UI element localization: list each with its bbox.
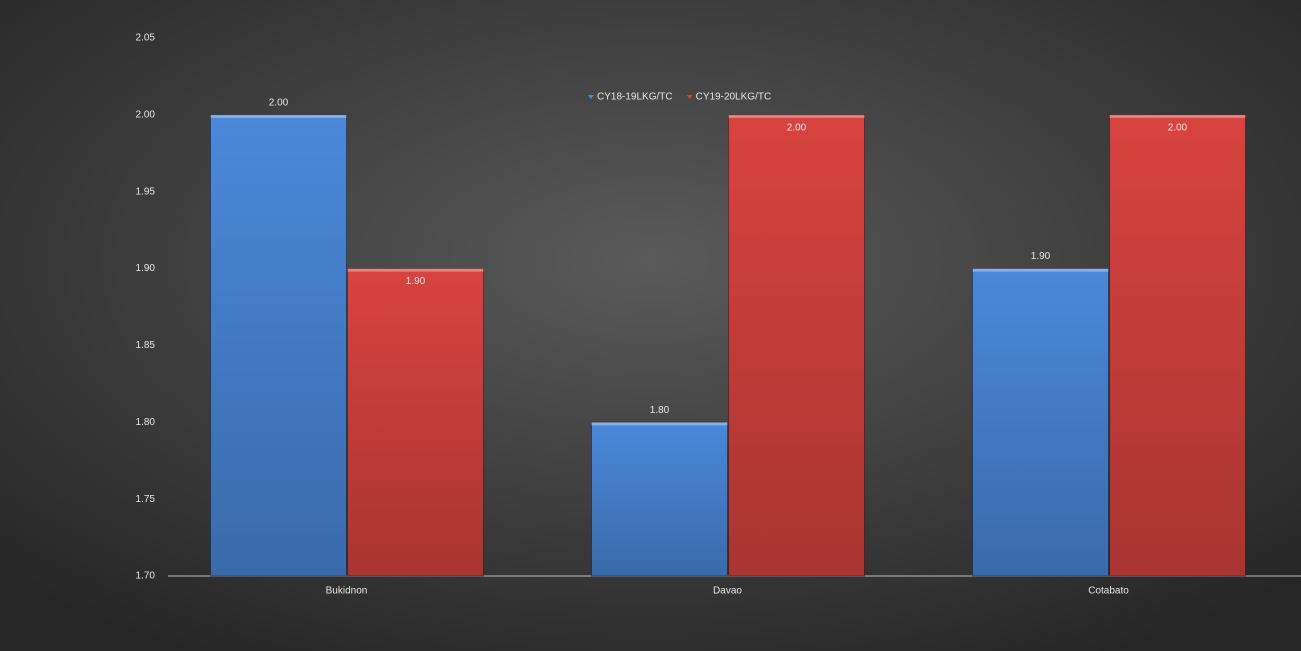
bar-shade: [347, 268, 484, 576]
y-tick-label: 1.85: [136, 340, 156, 351]
bar-shade: [1109, 114, 1246, 576]
y-tick-label: 2.05: [136, 33, 156, 44]
bar-highlight: [1109, 114, 1246, 118]
bar-highlight: [591, 422, 728, 426]
bar-shade: [972, 268, 1109, 576]
data-label: 2.00: [1168, 122, 1188, 133]
legend-marker: [686, 95, 693, 99]
bar-highlight: [210, 114, 347, 118]
bar-highlight: [347, 268, 484, 272]
x-tick-label: Bukidnon: [326, 586, 368, 597]
y-tick-label: 1.80: [136, 417, 156, 428]
bar-shade: [728, 114, 865, 576]
x-tick-label: Davao: [713, 586, 742, 597]
y-tick-label: 1.90: [136, 263, 156, 274]
data-label: 1.90: [406, 276, 426, 287]
legend-marker: [588, 95, 594, 99]
y-tick-label: 2.00: [136, 109, 156, 120]
data-label: 1.90: [1031, 251, 1051, 262]
y-tick-label: 1.95: [136, 186, 156, 197]
y-tick-label: 1.75: [136, 494, 156, 505]
data-label: 2.00: [269, 97, 289, 108]
bar-shade: [591, 422, 728, 576]
bar-shade: [210, 114, 347, 576]
y-tick-label: 1.70: [136, 571, 156, 582]
bar-highlight: [728, 114, 865, 118]
data-label: 1.80: [650, 405, 670, 416]
x-tick-label: Cotabato: [1088, 586, 1129, 597]
legend-label: CY18-19LKG/TC: [597, 92, 673, 103]
legend-label: CY19-20LKG/TC: [696, 92, 772, 103]
bar-highlight: [972, 268, 1109, 272]
data-label: 2.00: [787, 122, 807, 133]
